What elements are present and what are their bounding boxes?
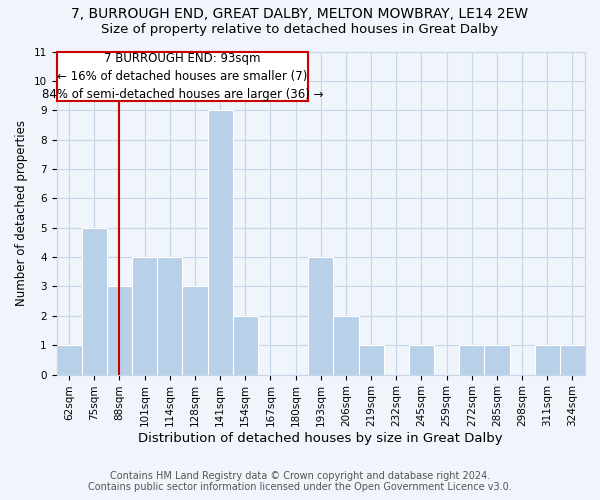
- Bar: [182, 286, 208, 374]
- Text: Size of property relative to detached houses in Great Dalby: Size of property relative to detached ho…: [101, 22, 499, 36]
- Bar: [56, 345, 82, 374]
- FancyBboxPatch shape: [56, 52, 308, 102]
- Text: Contains HM Land Registry data © Crown copyright and database right 2024.
Contai: Contains HM Land Registry data © Crown c…: [88, 471, 512, 492]
- Bar: [359, 345, 383, 374]
- Text: 7, BURROUGH END, GREAT DALBY, MELTON MOWBRAY, LE14 2EW: 7, BURROUGH END, GREAT DALBY, MELTON MOW…: [71, 8, 529, 22]
- Bar: [308, 257, 334, 374]
- Bar: [157, 257, 182, 374]
- Bar: [459, 345, 484, 374]
- Bar: [535, 345, 560, 374]
- Bar: [409, 345, 434, 374]
- Bar: [233, 316, 258, 374]
- Bar: [484, 345, 509, 374]
- Y-axis label: Number of detached properties: Number of detached properties: [15, 120, 28, 306]
- Bar: [560, 345, 585, 374]
- Bar: [208, 110, 233, 374]
- Bar: [132, 257, 157, 374]
- Bar: [82, 228, 107, 374]
- Text: 7 BURROUGH END: 93sqm
← 16% of detached houses are smaller (7)
84% of semi-detac: 7 BURROUGH END: 93sqm ← 16% of detached …: [41, 52, 323, 101]
- Bar: [107, 286, 132, 374]
- Bar: [334, 316, 359, 374]
- X-axis label: Distribution of detached houses by size in Great Dalby: Distribution of detached houses by size …: [139, 432, 503, 445]
